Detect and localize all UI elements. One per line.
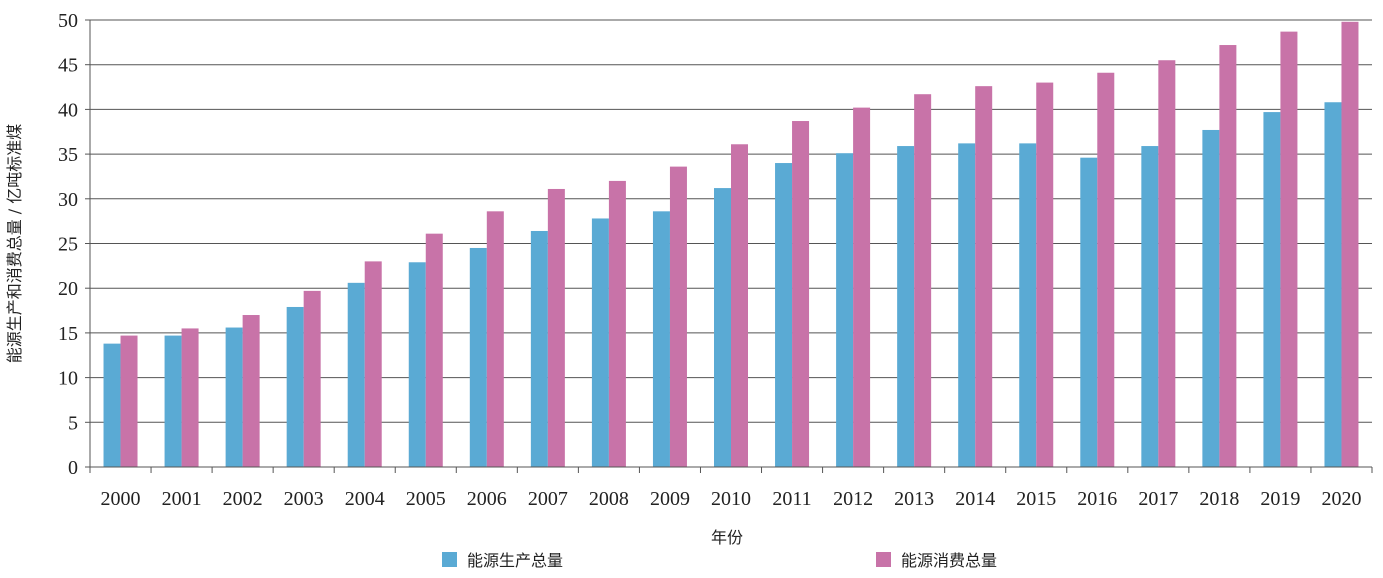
x-tick-label: 2002 — [223, 488, 263, 510]
y-tick-label: 50 — [58, 10, 78, 32]
x-tick-label: 2000 — [101, 488, 141, 510]
bar-production-2011 — [775, 163, 793, 468]
bar-consumption-2011 — [792, 121, 810, 467]
bar-production-2007 — [530, 230, 548, 467]
y-axis-title: 能源生产和消费总量 / 亿吨标准煤 — [5, 124, 24, 364]
bar-production-2013 — [897, 146, 915, 467]
x-tick-label: 2011 — [772, 488, 811, 510]
bar-production-2004 — [347, 282, 365, 467]
bar-production-2015 — [1019, 143, 1037, 467]
bar-production-2009 — [652, 211, 670, 467]
bar-consumption-2000 — [120, 335, 138, 467]
bar-consumption-2020 — [1341, 21, 1359, 468]
bar-consumption-2004 — [364, 261, 382, 467]
bar-production-2001 — [164, 335, 182, 467]
y-tick-label: 10 — [58, 368, 78, 390]
x-tick-label: 2004 — [345, 488, 385, 510]
bar-production-2018 — [1202, 129, 1220, 467]
x-tick-label: 2006 — [467, 488, 507, 510]
bar-consumption-2015 — [1036, 82, 1054, 467]
bar-consumption-2008 — [608, 180, 626, 468]
y-tick-label: 35 — [58, 144, 78, 166]
bar-production-2016 — [1080, 157, 1098, 467]
y-tick-label: 5 — [68, 412, 78, 434]
legend-label-consumption: 能源消费总量 — [901, 551, 997, 570]
bar-consumption-2019 — [1280, 31, 1298, 467]
bar-consumption-2014 — [975, 86, 993, 467]
y-tick-label: 0 — [68, 457, 78, 479]
bar-consumption-2017 — [1158, 60, 1176, 467]
y-tick-label: 15 — [58, 323, 78, 345]
x-tick-label: 2003 — [284, 488, 324, 510]
x-tick-label: 2014 — [955, 488, 995, 510]
x-tick-label: 2001 — [162, 488, 202, 510]
x-axis-title: 年份 — [711, 528, 743, 547]
bar-consumption-2016 — [1097, 72, 1115, 467]
bar-consumption-2007 — [547, 188, 565, 467]
bar-production-2010 — [714, 188, 731, 467]
legend-swatch-consumption — [876, 552, 891, 567]
x-tick-label: 2017 — [1138, 488, 1178, 510]
y-tick-label: 45 — [58, 55, 78, 77]
x-tick-label: 2009 — [650, 488, 690, 510]
x-tick-label: 2016 — [1077, 488, 1117, 510]
x-tick-label: 2020 — [1321, 488, 1361, 510]
bar-consumption-2013 — [914, 94, 932, 468]
x-tick-label: 2007 — [528, 488, 568, 510]
x-tick-label: 2018 — [1199, 488, 1239, 510]
bar-production-2008 — [591, 218, 609, 467]
legend-swatch-production — [442, 552, 457, 567]
bar-production-2005 — [408, 262, 426, 467]
x-axis-ticks: 2000 2001 2002 2003 2004 2005 2006 2007 2008 2009… — [89, 467, 1373, 510]
x-tick-label: 2010 — [711, 488, 751, 510]
bars — [103, 21, 1359, 468]
bar-production-2014 — [958, 143, 976, 467]
x-tick-label: 2008 — [589, 488, 629, 510]
bar-consumption-2006 — [486, 211, 504, 467]
x-tick-label: 2012 — [833, 488, 873, 510]
y-tick-label: 40 — [58, 99, 78, 121]
bar-production-2006 — [469, 247, 487, 467]
bar-production-2000 — [103, 343, 121, 467]
legend: 能源生产总量 能源消费总量 — [442, 551, 997, 570]
x-tick-label: 2013 — [894, 488, 934, 510]
bar-production-2003 — [286, 306, 304, 467]
bar-consumption-2001 — [181, 328, 199, 467]
bar-consumption-2012 — [853, 107, 871, 467]
y-tick-label: 30 — [58, 189, 78, 211]
y-axis-ticks: 0 5 10 15 20 25 30 35 40 45 50 — [58, 10, 90, 479]
bar-production-2020 — [1324, 102, 1342, 468]
legend-label-production: 能源生产总量 — [467, 551, 563, 570]
bar-consumption-2009 — [669, 166, 687, 467]
bar-production-2012 — [836, 153, 854, 467]
y-tick-label: 20 — [58, 278, 78, 300]
bar-consumption-2002 — [242, 315, 260, 467]
y-tick-label: 25 — [58, 234, 78, 256]
bar-consumption-2005 — [425, 233, 443, 467]
bar-consumption-2003 — [303, 290, 321, 467]
bar-consumption-2010 — [731, 144, 748, 468]
bar-production-2002 — [225, 327, 243, 467]
x-tick-label: 2005 — [406, 488, 446, 510]
bar-production-2019 — [1263, 112, 1281, 467]
bar-consumption-2018 — [1219, 45, 1237, 467]
x-tick-label: 2015 — [1016, 488, 1056, 510]
bar-production-2017 — [1141, 146, 1159, 467]
x-tick-label: 2019 — [1260, 488, 1300, 510]
